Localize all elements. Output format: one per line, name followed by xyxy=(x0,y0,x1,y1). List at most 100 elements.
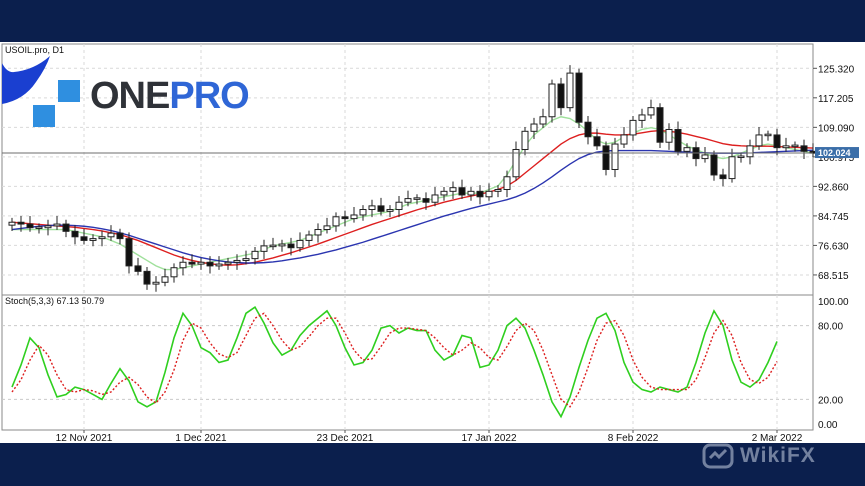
candle xyxy=(278,239,286,252)
price-tick-label: 84.745 xyxy=(818,212,849,223)
candle-body-down xyxy=(602,145,610,170)
candle xyxy=(170,263,178,283)
candle xyxy=(701,146,709,163)
candle xyxy=(800,139,808,159)
candle xyxy=(737,152,745,163)
candle-body-up xyxy=(755,134,763,147)
candle-body-up xyxy=(233,259,241,263)
candle-body-up xyxy=(35,226,43,229)
candle xyxy=(503,170,511,198)
candle-body-up xyxy=(350,214,358,220)
onepro-logo: ONEPRO xyxy=(2,56,250,127)
candle-body-up xyxy=(323,225,331,231)
candle-body-up xyxy=(629,119,637,136)
candle-body-down xyxy=(584,121,592,138)
candle xyxy=(746,139,754,165)
candle-body-up xyxy=(665,128,673,143)
candle-body-up xyxy=(332,216,340,227)
candle xyxy=(395,196,403,218)
candle-body-up xyxy=(395,201,403,211)
candle xyxy=(728,148,736,183)
candle-body-up xyxy=(737,155,745,159)
candle-body-down xyxy=(62,223,70,232)
candle-body-down xyxy=(116,232,124,240)
candle-body-up xyxy=(224,261,232,265)
price-panel-border xyxy=(1,43,814,296)
candle-body-up xyxy=(647,107,655,116)
candle xyxy=(647,99,655,119)
candle-body-down xyxy=(26,223,34,229)
candle-body-down xyxy=(719,174,727,180)
candle xyxy=(602,141,610,176)
candle xyxy=(755,126,763,150)
candle-body-up xyxy=(539,116,547,125)
candle xyxy=(386,205,394,218)
logo-square-icon xyxy=(58,80,80,102)
price-tick-label: 92.860 xyxy=(818,182,849,193)
candle xyxy=(575,68,583,129)
candle-body-up xyxy=(107,232,115,238)
stochastic-axis: 100.00 80.00 20.00 0.00 xyxy=(818,297,849,431)
candle xyxy=(359,205,367,221)
candle-body-up xyxy=(152,281,160,285)
time-tick-label: 17 Jan 2022 xyxy=(461,433,516,443)
candle-body-up xyxy=(467,190,475,196)
candle xyxy=(377,197,385,216)
candle xyxy=(620,126,628,149)
candle-body-down xyxy=(656,107,664,143)
candle xyxy=(566,65,574,112)
candle xyxy=(404,190,412,207)
candle xyxy=(143,266,151,290)
candle xyxy=(719,168,727,187)
candle xyxy=(62,219,70,238)
candle-body-up xyxy=(782,145,790,149)
logo-text-pro: PRO xyxy=(169,75,248,117)
candle xyxy=(476,185,484,205)
candle-body-up xyxy=(44,225,52,229)
candle xyxy=(521,126,529,156)
candle-body-up xyxy=(404,198,412,203)
stochastic-k-line xyxy=(11,305,778,419)
candle xyxy=(71,225,79,245)
stochastic-title: Stoch(5,3,3) 67.13 50.79 xyxy=(5,296,104,306)
candle xyxy=(674,121,682,156)
candle-body-up xyxy=(278,243,286,247)
candle xyxy=(413,194,421,205)
candle xyxy=(656,103,664,149)
candle xyxy=(557,77,565,116)
candle xyxy=(449,181,457,199)
candle-body-up xyxy=(440,190,448,196)
stochastic-grid xyxy=(2,295,813,430)
candle-body-up xyxy=(296,239,304,249)
candle-body-down xyxy=(674,128,682,152)
candle xyxy=(287,237,295,256)
candle-body-up xyxy=(494,189,502,192)
stochastic-tick-label: 100.00 xyxy=(818,297,849,308)
candle-body-up xyxy=(269,244,277,248)
candle-body-up xyxy=(431,194,439,203)
candle-body-down xyxy=(800,145,808,152)
candle-body-up xyxy=(620,134,628,145)
stochastic-panel: 100.00 80.00 20.00 0.00 Stoch(5,3,3) 67.13 … xyxy=(1,294,849,431)
candle xyxy=(665,123,673,150)
candle-body-down xyxy=(71,230,79,238)
candle-body-up xyxy=(485,190,493,198)
candle-body-down xyxy=(341,216,349,220)
candles xyxy=(8,65,817,292)
candle xyxy=(530,117,538,139)
chart-frame: 125.320 117.205 109.090 100.975 92.860 84.745… xyxy=(0,42,865,443)
price-tick-label: 76.630 xyxy=(818,241,849,252)
candle-body-up xyxy=(260,245,268,252)
candle-body-down xyxy=(143,270,151,285)
price-tick-label: 68.515 xyxy=(818,271,849,282)
candle xyxy=(683,143,691,158)
chart-title: USOIL.pro, D1 xyxy=(5,45,64,55)
candle xyxy=(107,225,115,241)
candle-body-up xyxy=(728,156,736,180)
logo-text: ONEPRO xyxy=(90,75,249,117)
time-tick-label: 8 Feb 2022 xyxy=(608,433,659,443)
price-tick-label: 109.090 xyxy=(818,123,855,134)
stochastic-tick-label: 0.00 xyxy=(818,420,838,431)
candle xyxy=(584,116,592,145)
candle xyxy=(773,128,781,156)
